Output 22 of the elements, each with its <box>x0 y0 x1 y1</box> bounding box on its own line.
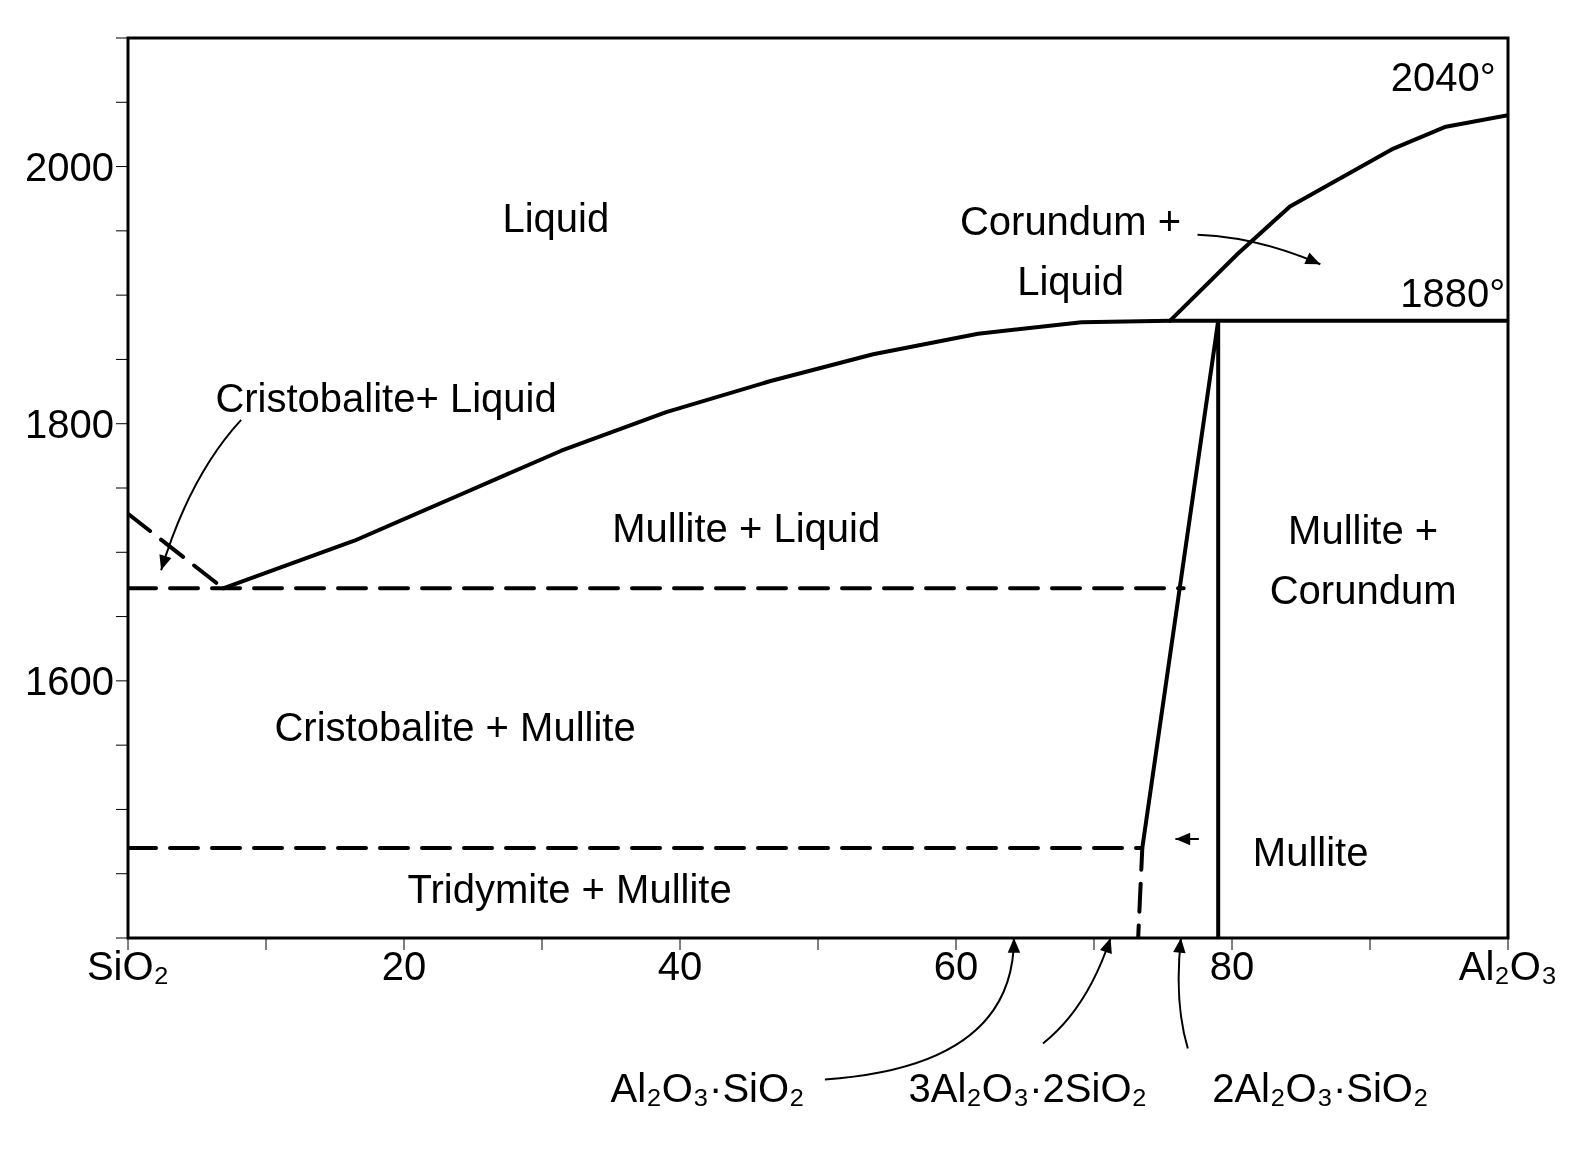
x-tick-label: 20 <box>381 944 427 989</box>
annotation: Mullite <box>1252 829 1369 874</box>
annotation: Mullite + Liquid <box>612 505 881 550</box>
annotation: Cristobalite + Mullite <box>274 705 636 750</box>
x-tick-label: 80 <box>1209 944 1255 989</box>
x-tick-label: Al₂O₃ <box>1458 944 1558 989</box>
x-tick-label: 40 <box>657 944 703 989</box>
annotation: Tridymite + Mullite <box>407 867 732 912</box>
annotation: Liquid <box>502 196 610 240</box>
text: 2Al₂O₃·SiO₂ <box>1212 1066 1429 1111</box>
x-tick-label: SiO₂ <box>86 944 170 989</box>
y-tick-label: 2000 <box>25 144 114 189</box>
text: 3Al₂O₃·2SiO₂ <box>908 1066 1148 1111</box>
annotation: 1880° <box>1400 270 1506 315</box>
annotation: 2040° <box>1390 54 1496 99</box>
annotation: Corundum + Liquid <box>959 199 1182 304</box>
annotation: Cristobalite+ Liquid <box>215 376 557 420</box>
x-tick-label: 60 <box>933 944 979 989</box>
text: Al₂O₃·SiO₂ <box>610 1066 805 1111</box>
y-tick-label: 1800 <box>25 401 114 446</box>
annotation: Mullite + Corundum <box>1269 508 1457 612</box>
y-tick-label: 1600 <box>25 659 114 704</box>
